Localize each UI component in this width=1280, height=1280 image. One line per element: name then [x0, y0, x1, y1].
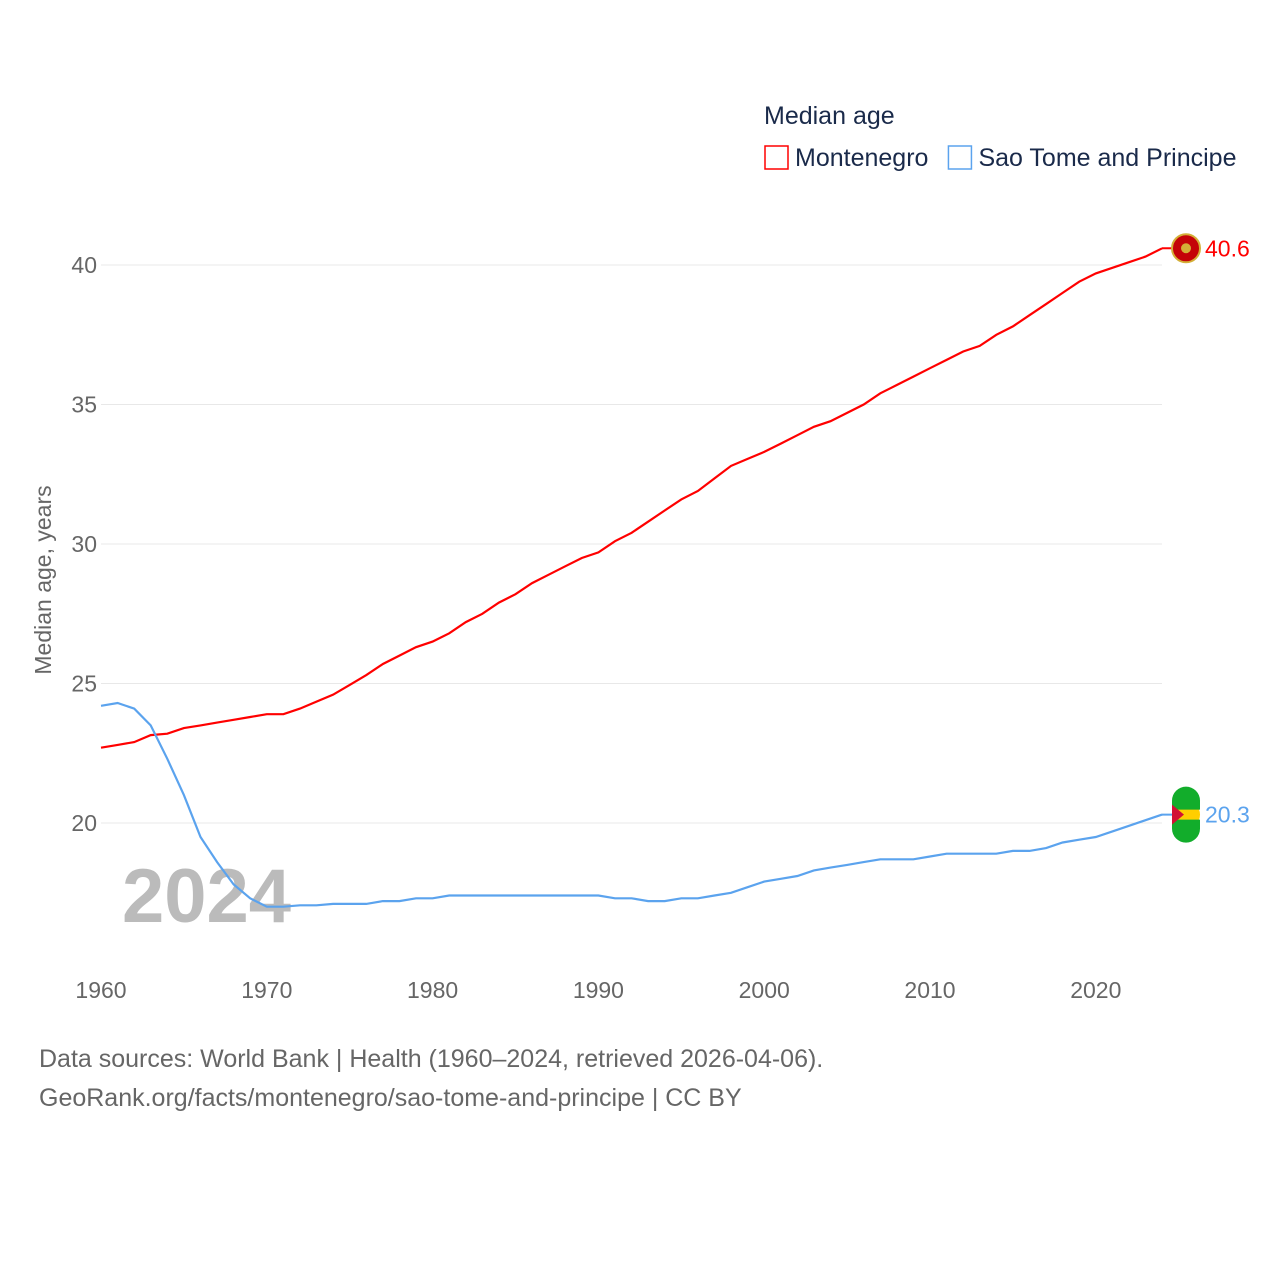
- x-tick-label: 1970: [241, 977, 292, 1003]
- y-tick-label: 35: [71, 392, 97, 418]
- legend-title: Median age: [764, 102, 895, 130]
- legend-swatch: [764, 145, 789, 170]
- legend-swatch: [947, 145, 973, 170]
- series-line-1: [100, 701, 1163, 908]
- y-tick-label: 30: [71, 531, 97, 557]
- x-tick-label: 2000: [739, 977, 790, 1003]
- flag-stripe: [1172, 786, 1200, 810]
- source-line-1: Data sources: World Bank | Health (1960–…: [39, 1045, 824, 1073]
- year-watermark: 2024: [122, 854, 291, 939]
- flag-triangle: [1172, 804, 1184, 825]
- source-line-2[interactable]: GeoRank.org/facts/montenegro/sao-tome-an…: [39, 1084, 742, 1112]
- x-tick-label: 2010: [904, 977, 955, 1003]
- end-value-label: 20.3: [1205, 802, 1250, 828]
- flag-stripe: [1172, 819, 1200, 843]
- legend-entry[interactable]: Sao Tome and Principe: [978, 144, 1236, 172]
- x-tick-label: 2020: [1070, 977, 1121, 1003]
- y-tick-label: 25: [71, 671, 97, 697]
- end-value-label: 40.6: [1205, 235, 1250, 261]
- x-tick-label: 1990: [573, 977, 624, 1003]
- series-line-0: [100, 247, 1163, 749]
- flag-emblem: [1181, 243, 1191, 254]
- legend-entry[interactable]: Montenegro: [795, 144, 928, 172]
- x-tick-label: 1980: [407, 977, 458, 1003]
- x-tick-label: 1960: [75, 977, 126, 1003]
- y-tick-label: 40: [71, 252, 97, 278]
- y-axis-label: Median age, years: [30, 485, 56, 674]
- y-tick-label: 20: [71, 810, 97, 836]
